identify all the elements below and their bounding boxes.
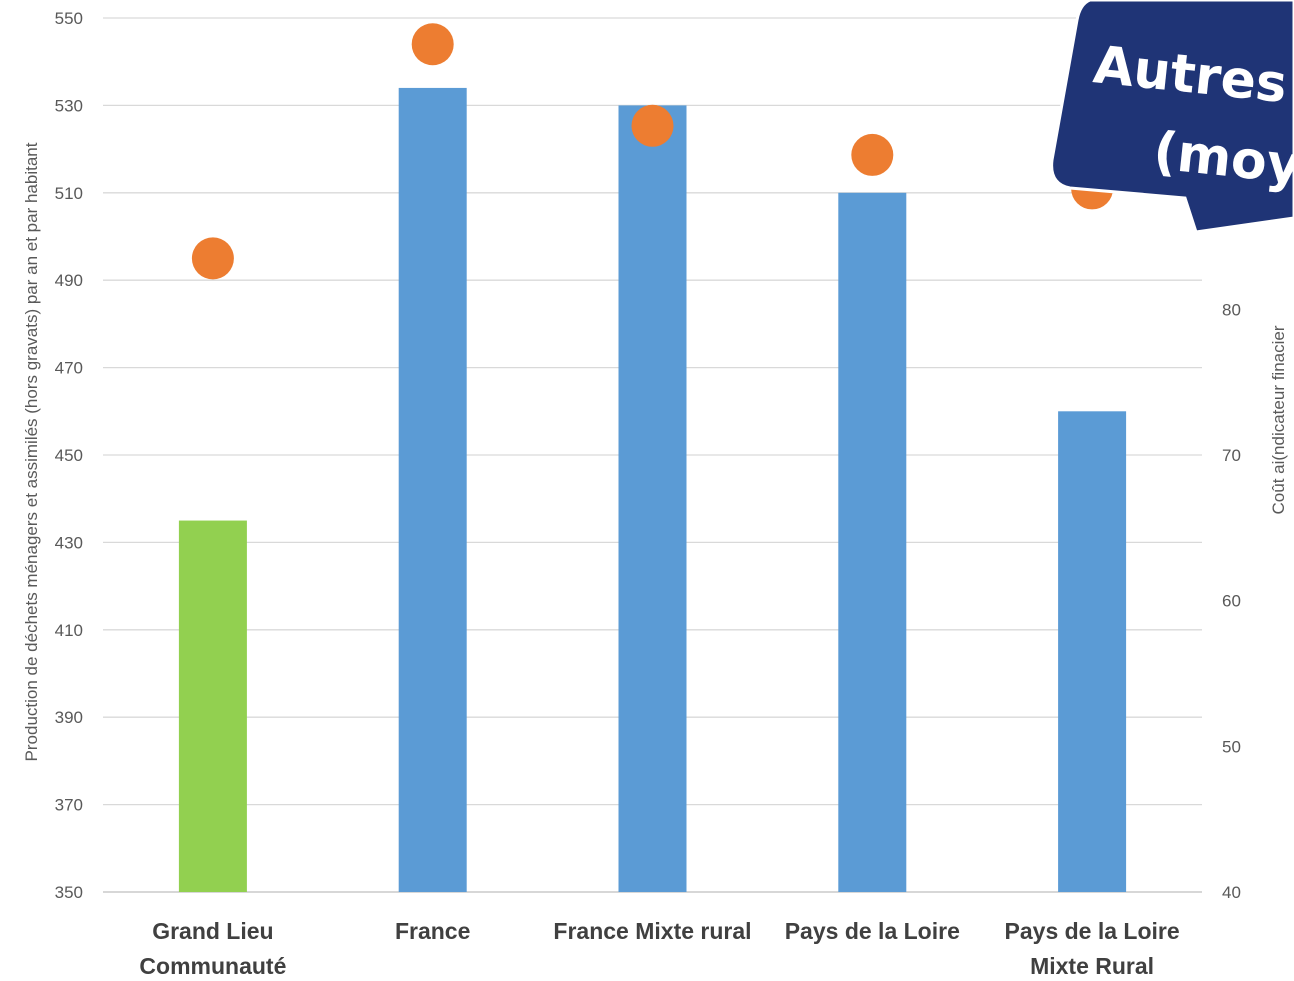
x-category-label: Mixte Rural: [1030, 953, 1154, 979]
y-tick-label: 450: [55, 446, 83, 465]
bar: [838, 192, 907, 893]
y-tick-label: 490: [55, 271, 83, 290]
y2-tick-label: 40: [1222, 883, 1241, 902]
y-tick-label: 390: [55, 708, 83, 727]
data-point: [191, 237, 234, 280]
data-point: [631, 104, 674, 147]
y-axis-title: Production de déchets ménagers et assimi…: [22, 142, 41, 761]
x-category-label: Grand Lieu: [152, 918, 273, 944]
bars: [178, 87, 1127, 893]
y-axis-ticks: 350 370 390 410 430 450 470 490 510 530 550: [55, 9, 83, 902]
data-point: [411, 23, 454, 66]
y-tick-label: 430: [55, 533, 83, 552]
y-tick-label: 530: [55, 96, 83, 115]
banner: Autres (moy: [1050, 0, 1294, 234]
banner-shape: [1050, 0, 1294, 234]
y-tick-label: 370: [55, 796, 83, 815]
bar: [1058, 411, 1127, 892]
data-point: [851, 133, 894, 176]
x-category-label: Pays de la Loire: [785, 918, 960, 944]
bar: [618, 105, 687, 892]
y-tick-label: 410: [55, 621, 83, 640]
y2-tick-label: 70: [1222, 446, 1241, 465]
x-category-label: France: [395, 918, 470, 944]
y2-tick-label: 80: [1222, 300, 1241, 319]
y2-axis-title: Coût ai(ndicateur finacier: [1269, 325, 1288, 514]
bar: [178, 520, 247, 892]
y2-tick-label: 50: [1222, 737, 1241, 756]
x-category-label: France Mixte rural: [553, 918, 751, 944]
y2-tick-label: 60: [1222, 592, 1241, 611]
bar: [398, 87, 467, 893]
y-tick-label: 350: [55, 883, 83, 902]
x-category-label: Communauté: [139, 953, 286, 979]
y-tick-label: 510: [55, 184, 83, 203]
x-category-label: Pays de la Loire: [1005, 918, 1180, 944]
y-tick-label: 550: [55, 9, 83, 28]
y-tick-label: 470: [55, 359, 83, 378]
x-axis-categories: Grand Lieu Communauté France France Mixte r…: [139, 918, 1179, 979]
